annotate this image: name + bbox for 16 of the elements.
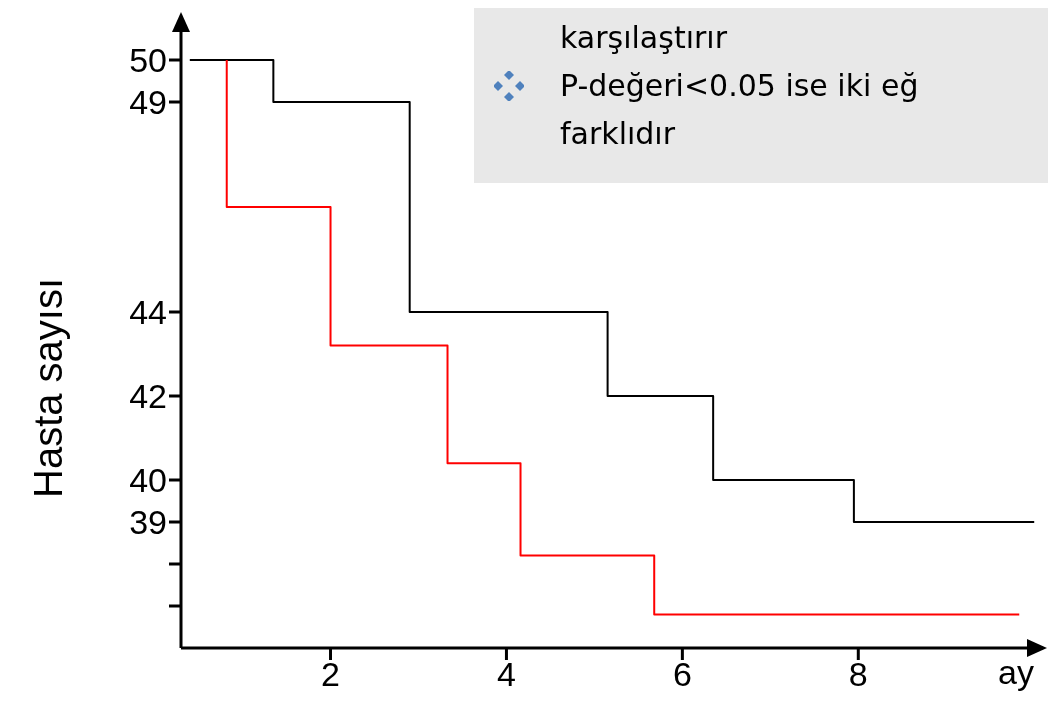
y-tick-label: 50 <box>129 41 167 80</box>
y-tick-label: 42 <box>129 377 167 416</box>
y-tick-label: 49 <box>129 83 167 122</box>
y-tick-label: 44 <box>129 293 167 332</box>
annotation: karşılaştırır <box>560 19 727 57</box>
y-axis-title: Hasta sayısı <box>26 277 71 498</box>
annotation: P-değeri<0.05 ise iki eğ <box>560 67 919 105</box>
text-box: karşılaştırır P-değeri<0.05 ise iki eğ farklıdır <box>474 8 1048 183</box>
x-tick-label: 8 <box>848 655 868 694</box>
x-tick-label: 4 <box>496 655 516 694</box>
y-tick-label: 40 <box>129 461 167 500</box>
y-tick-label: 39 <box>129 503 167 542</box>
x-tick-label: 6 <box>672 655 692 694</box>
x-tick-label: 2 <box>321 655 340 694</box>
x-axis-title: ay <box>998 653 1034 692</box>
annotation: farklıdır <box>560 115 676 153</box>
